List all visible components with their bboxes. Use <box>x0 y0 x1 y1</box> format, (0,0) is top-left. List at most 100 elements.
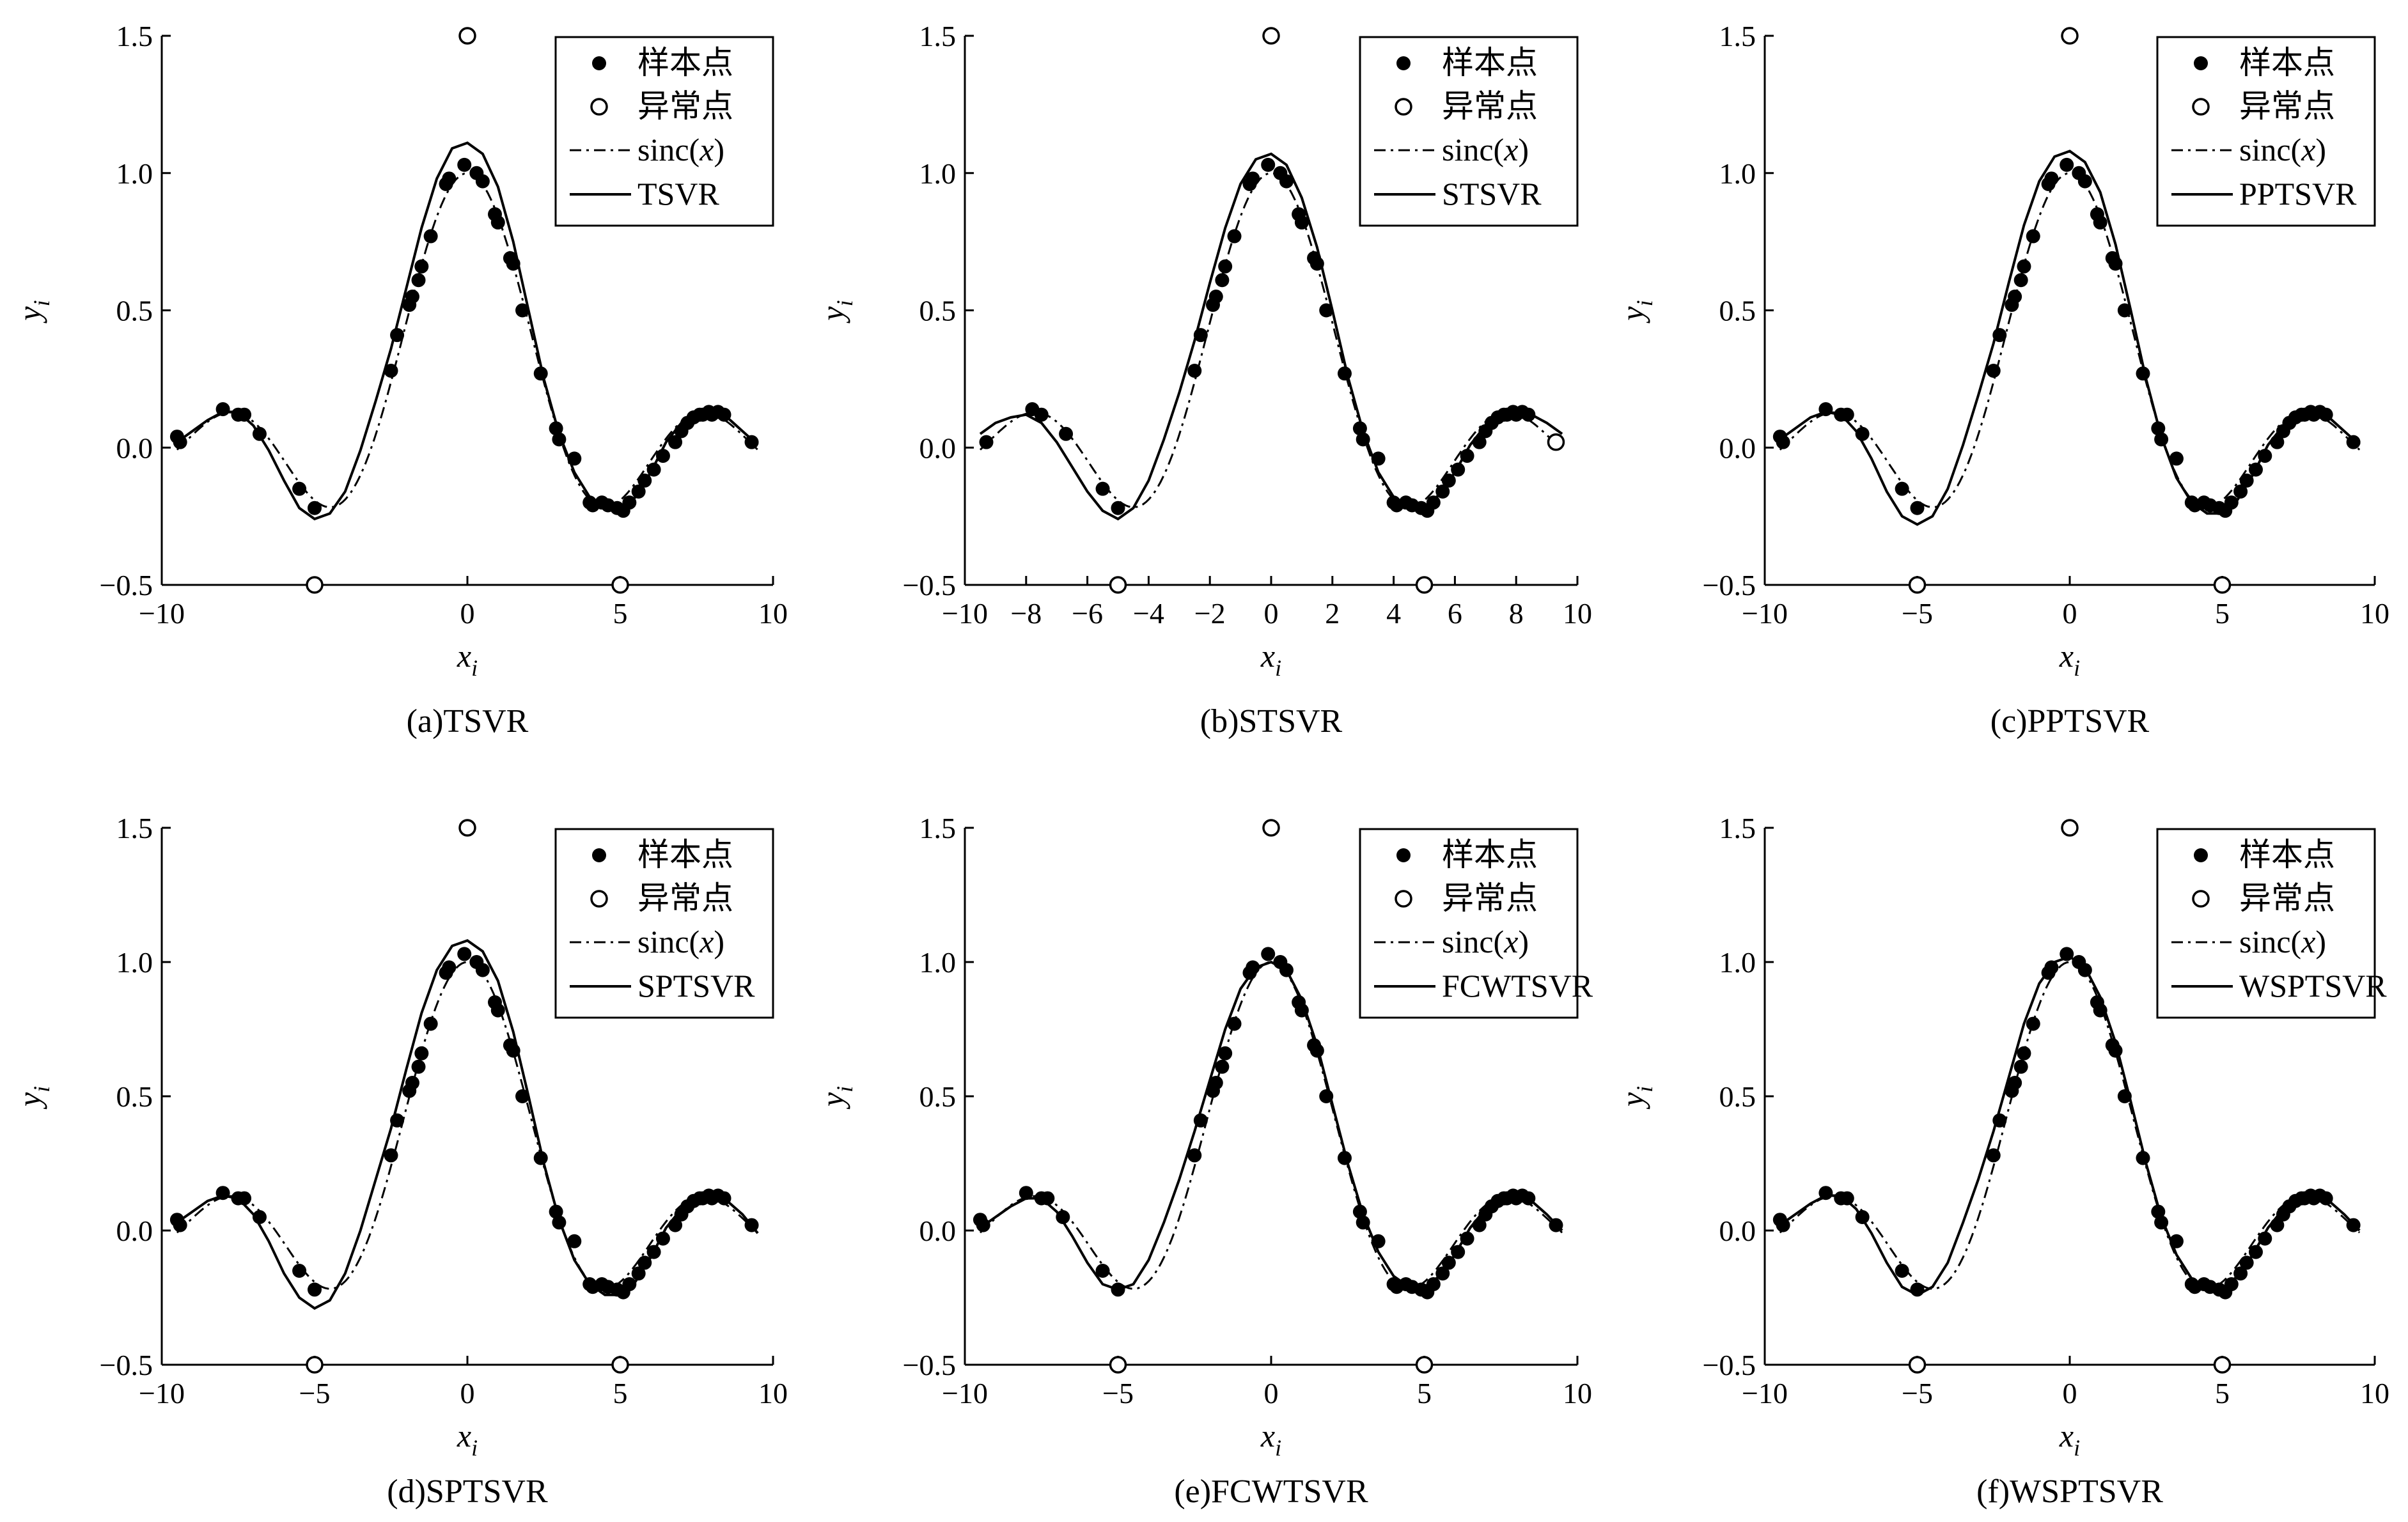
sample-point <box>1472 1218 1487 1232</box>
legend-sinc-var: x <box>699 132 714 167</box>
legend-sample-label: 样本点 <box>637 837 733 873</box>
x-tick-label: 0 <box>1264 597 1279 630</box>
sample-point <box>490 1003 505 1018</box>
sample-point <box>567 451 582 466</box>
legend-outlier-marker <box>1395 98 1412 116</box>
y-tick-label: 0.5 <box>1719 295 1756 327</box>
sample-point <box>2169 451 2184 466</box>
sample-point <box>1187 1148 1202 1163</box>
sample-point <box>2013 1059 2028 1074</box>
sample-point <box>1371 1234 1386 1248</box>
sample-point <box>1193 328 1208 343</box>
x-tick-label: 5 <box>1417 1377 1432 1409</box>
sample-point <box>1460 449 1474 463</box>
x-tick-label: 5 <box>613 597 628 630</box>
outlier-point <box>611 1356 629 1374</box>
panel-5: −0.50.00.51.01.5−10 −5 0 5 10xiyi(e)FCWTSVR样… <box>815 812 1593 1510</box>
sample-point <box>1472 435 1487 449</box>
sample-point <box>2044 171 2059 186</box>
outlier-point <box>1109 1356 1127 1374</box>
outlier-point <box>1262 819 1280 837</box>
legend-sinc-var: x <box>1503 132 1518 167</box>
legend-model-label: STSVR <box>1442 176 1542 212</box>
sample-point <box>490 215 505 230</box>
sample-point <box>2346 435 2361 449</box>
panel-4: −0.50.00.51.01.5−10 −5 0 5 10xiyi(d)SPTSVR样本… <box>12 812 788 1510</box>
sample-point <box>475 174 490 189</box>
sample-point <box>2154 432 2169 447</box>
sample-point <box>1095 1264 1110 1278</box>
x-tick-label: −10 <box>139 597 185 630</box>
legend-sinc-var: x <box>1503 924 1518 959</box>
y-axis-label-sub: i <box>1632 300 1657 306</box>
y-tick-label: 1.5 <box>919 812 957 844</box>
sample-point <box>655 1231 670 1246</box>
sample-point <box>1294 215 1309 230</box>
panel-caption: (b)STSVR <box>1200 703 1343 740</box>
sample-point <box>1218 1046 1233 1060</box>
x-tick-label: −5 <box>299 1377 331 1409</box>
outlier-point <box>1415 576 1434 594</box>
sample-point <box>1279 963 1294 977</box>
sample-point <box>2108 256 2123 271</box>
sample-point <box>2093 215 2107 230</box>
legend-sinc-var: x <box>2301 924 2315 959</box>
outlier-point <box>458 27 476 45</box>
sample-point <box>237 1191 252 1206</box>
y-tick-label: 1.0 <box>1719 157 1756 190</box>
sample-point <box>2318 1191 2333 1206</box>
sample-point <box>414 1046 429 1060</box>
sample-point <box>2233 484 2248 499</box>
x-axis-label-sub: i <box>2074 1435 2080 1461</box>
sample-point <box>2154 1215 2169 1230</box>
sample-point <box>1451 462 1466 477</box>
sinc-curve <box>1779 172 2361 509</box>
sample-point <box>668 1218 683 1232</box>
sample-point <box>292 1264 307 1278</box>
outlier-point <box>458 819 476 837</box>
sample-point <box>655 449 670 463</box>
y-tick-label: 0.5 <box>919 295 957 327</box>
x-tick-label: −2 <box>1194 597 1226 630</box>
outlier-point <box>1908 1356 1927 1374</box>
sample-point <box>405 1076 419 1090</box>
sample-point <box>1460 1231 1474 1246</box>
sample-point <box>1910 1282 1925 1297</box>
sample-point <box>1279 174 1294 189</box>
legend-outlier-label: 异常点 <box>2239 88 2335 124</box>
sample-point <box>1193 1113 1208 1128</box>
sample-point <box>2239 1255 2254 1270</box>
x-axis-label-sub: i <box>2074 655 2080 681</box>
legend-sinc-suffix: ) <box>1518 924 1529 959</box>
x-tick-label: 10 <box>1563 597 1592 630</box>
legend-model-label: PPTSVR <box>2239 176 2357 212</box>
sample-point <box>2151 421 2166 436</box>
sample-point <box>567 1234 582 1248</box>
legend-sinc-suffix: ) <box>714 924 724 959</box>
legend-sinc-prefix: sinc( <box>1442 924 1504 959</box>
sample-point <box>1840 407 1854 422</box>
x-tick-label: −10 <box>1742 597 1788 630</box>
sample-point <box>1218 259 1233 274</box>
x-tick-label: 10 <box>1563 1377 1592 1409</box>
outlier-point <box>2213 1356 2232 1374</box>
panel-caption: (a)TSVR <box>407 703 529 740</box>
sample-point <box>308 501 322 515</box>
sample-point <box>2224 1277 2239 1291</box>
x-tick-label: 10 <box>2360 1377 2389 1409</box>
sinc-curve <box>1779 961 2361 1290</box>
sinc-curve <box>979 961 1563 1290</box>
x-axis-label-main: x <box>457 638 471 674</box>
y-tick-label: 0.5 <box>116 1080 153 1113</box>
sample-point <box>1095 481 1110 496</box>
sample-point <box>2117 303 2132 318</box>
sinc-curve <box>176 172 759 509</box>
legend-sample-label: 样本点 <box>1442 837 1538 873</box>
sample-point <box>2017 1046 2031 1060</box>
sample-point <box>1294 1003 1309 1018</box>
sample-point <box>1208 290 1223 304</box>
x-tick-label: −10 <box>942 1377 988 1409</box>
sample-point <box>717 1191 731 1206</box>
